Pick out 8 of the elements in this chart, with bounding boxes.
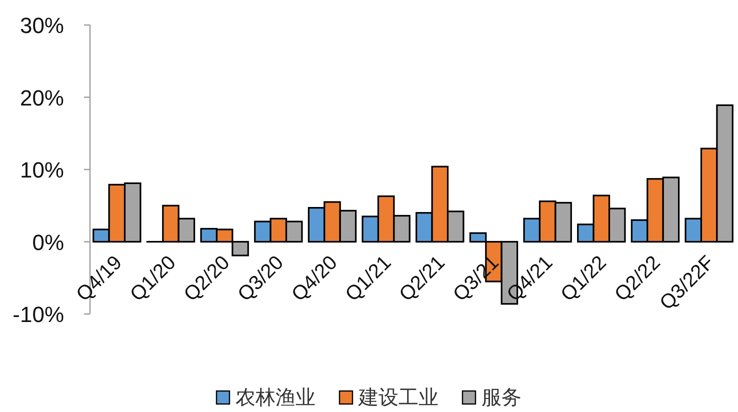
legend-label: 建设工业 xyxy=(358,387,438,409)
y-tick-label: -10% xyxy=(12,302,64,327)
legend-label: 服务 xyxy=(482,387,522,409)
y-tick-label: 20% xyxy=(20,85,64,110)
legend-label: 农林渔业 xyxy=(236,387,316,409)
y-tick-label: 30% xyxy=(20,13,64,38)
y-tick-label: 0% xyxy=(32,230,64,255)
y-tick-label: 10% xyxy=(20,158,64,182)
